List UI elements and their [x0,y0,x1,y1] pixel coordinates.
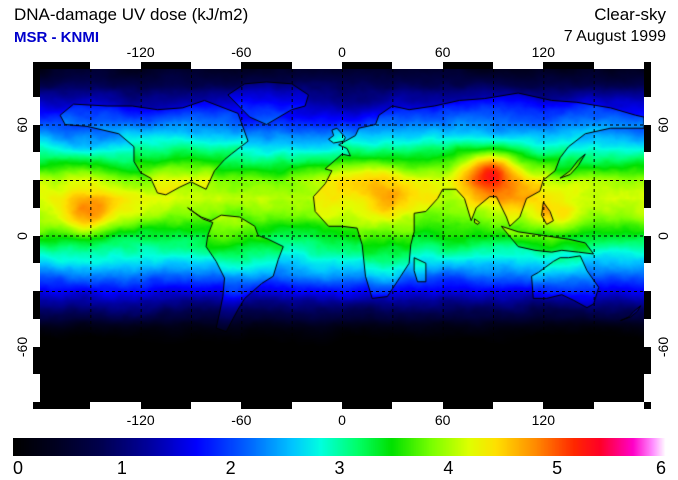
colorbar-tick-label: 4 [443,458,454,478]
page-title: DNA-damage UV dose (kJ/m2) [14,5,249,24]
colorbar-tick-label: 3 [334,458,345,478]
axis-frame-top [33,62,651,69]
axis-tick-label: 0 [338,44,346,60]
axis-tick-label: 120 [531,44,556,60]
axis-tick-label: 60 [14,116,30,133]
colorbar-gradient [13,438,666,456]
axis-tick-label: 60 [655,116,671,133]
figure-header: DNA-damage UV dose (kJ/m2) Clear-sky MSR… [0,0,678,52]
map-figure [33,62,651,409]
colorbar [13,438,666,456]
data-source-label: MSR - KNMI [14,29,99,46]
axis-frame-bottom [33,402,651,409]
uv-dose-heatmap [40,69,644,402]
axis-tick-label: 120 [531,412,556,428]
axis-tick-label: -60 [231,412,252,428]
colorbar-tick-label: 0 [12,458,24,478]
colorbar-tick-label: 1 [116,458,127,478]
axis-tick-label: -60 [231,44,252,60]
axis-frame-left [33,62,40,409]
colorbar-tick-label: 2 [225,458,236,478]
axis-tick-label: -60 [655,336,671,357]
axis-tick-label: 60 [434,412,451,428]
colorbar-tick-label: 5 [552,458,563,478]
axis-tick-label: 0 [338,412,346,428]
axis-tick-label: -60 [14,336,30,357]
axis-tick-label: -120 [126,412,155,428]
axis-tick-label: 0 [14,231,30,240]
axis-frame-right [644,62,651,409]
sky-condition-label: Clear-sky [594,5,666,24]
uv-dose-canvas [40,69,644,402]
axis-tick-label: 60 [434,44,451,60]
date-label: 7 August 1999 [563,28,666,45]
axis-tick-label: -120 [126,44,155,60]
colorbar-tick-label: 6 [655,458,667,478]
axis-tick-label: 0 [655,231,671,240]
colorbar-ticks: 0 1 2 3 4 5 6 [0,458,678,480]
